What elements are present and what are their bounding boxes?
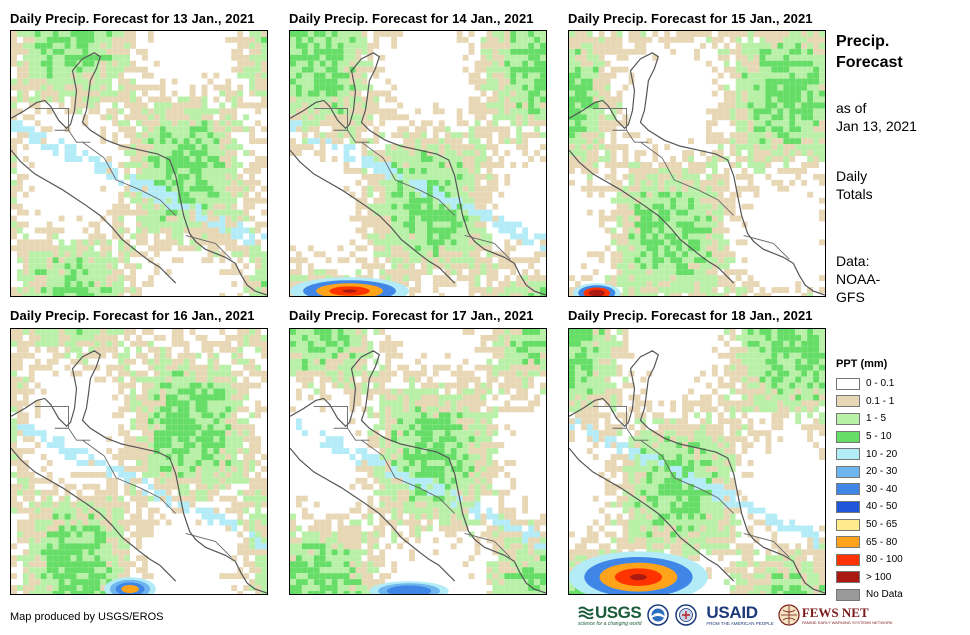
- legend-label: 20 - 30: [866, 466, 898, 478]
- data-line1: Data:: [836, 253, 870, 269]
- usaid-tagline: FROM THE AMERICAN PEOPLE: [706, 620, 774, 626]
- legend-item: 20 - 30: [836, 463, 903, 481]
- legend-swatch: [836, 571, 860, 584]
- legend-title: PPT (mm): [836, 358, 888, 370]
- legend-label: No Data: [866, 589, 903, 601]
- legend-swatch: [836, 395, 860, 408]
- precip-raster: [290, 31, 546, 296]
- as-of-date: as of Jan 13, 2021: [836, 99, 917, 135]
- usaid-logo: USAID FROM THE AMERICAN PEOPLE: [706, 604, 773, 627]
- map-panel-13-jan: [10, 30, 268, 297]
- legend-item: 80 - 100: [836, 551, 903, 569]
- fewsnet-logo: FEWS NET FAMINE EARLY WARNING SYSTEMS NE…: [778, 604, 893, 626]
- usaid-text: USAID: [706, 602, 758, 622]
- panel-title-14-jan: Daily Precip. Forecast for 14 Jan., 2021: [289, 11, 534, 26]
- panel-title-17-jan: Daily Precip. Forecast for 17 Jan., 2021: [289, 308, 534, 323]
- legend-item: 40 - 50: [836, 498, 903, 516]
- legend-item: 65 - 80: [836, 533, 903, 551]
- legend-item: 10 - 20: [836, 445, 903, 463]
- precip-raster: [290, 329, 546, 594]
- usgs-logo: USGS science for a changing world: [578, 602, 642, 627]
- usaid-seal-icon: [675, 604, 698, 626]
- legend-swatch: [836, 483, 860, 496]
- legend-swatch: [836, 500, 860, 513]
- legend-label: 10 - 20: [866, 448, 898, 460]
- legend-swatch: [836, 412, 860, 425]
- as-of-line1: as of: [836, 100, 867, 116]
- legend-label: 30 - 40: [866, 483, 898, 495]
- totals-line1: Daily: [836, 168, 868, 184]
- data-source: Data: NOAA- GFS: [836, 252, 880, 306]
- data-line2: NOAA-: [836, 271, 881, 287]
- map-panel-18-jan: [568, 328, 826, 595]
- map-panel-15-jan: [568, 30, 826, 297]
- legend-label: 65 - 80: [866, 536, 898, 548]
- legend-label: 5 - 10: [866, 431, 892, 443]
- usgs-tagline: science for a changing world: [578, 620, 642, 627]
- legend-swatch: [836, 518, 860, 531]
- map-panel-16-jan: [10, 328, 268, 595]
- logo-strip: USGS science for a changing world USAID …: [578, 601, 893, 629]
- panel-title-13-jan: Daily Precip. Forecast for 13 Jan., 2021: [10, 11, 255, 26]
- legend-label: 40 - 50: [866, 501, 898, 513]
- legend-swatch: [836, 536, 860, 549]
- fewsnet-tagline: FAMINE EARLY WARNING SYSTEMS NETWORK: [801, 619, 893, 625]
- legend: 0 - 0.1 0.1 - 1 1 - 5 5 - 10 10 - 20 20 - 30 3…: [836, 375, 903, 604]
- legend-item: No Data: [836, 586, 903, 604]
- usgs-wave-icon: [578, 606, 594, 619]
- legend-label: 1 - 5: [866, 413, 887, 425]
- fewsnet-globe-icon: [778, 604, 800, 626]
- precip-raster: [11, 31, 267, 296]
- legend-item: > 100: [836, 569, 903, 587]
- usgs-text: USGS: [595, 602, 642, 622]
- legend-swatch: [836, 465, 860, 478]
- totals-line2: Totals: [836, 186, 873, 202]
- legend-item: 0 - 0.1: [836, 375, 903, 393]
- legend-swatch: [836, 448, 860, 461]
- legend-item: 50 - 65: [836, 516, 903, 534]
- legend-label: 80 - 100: [866, 554, 903, 566]
- legend-label: 0 - 0.1: [866, 378, 895, 390]
- daily-totals: Daily Totals: [836, 167, 873, 203]
- legend-item: 1 - 5: [836, 410, 903, 428]
- legend-label: 0.1 - 1: [866, 395, 895, 407]
- legend-item: 0.1 - 1: [836, 393, 903, 411]
- fewsnet-text: FEWS NET: [801, 604, 869, 620]
- as-of-line2: Jan 13, 2021: [836, 118, 917, 134]
- side-heading-line1: Precip.: [836, 33, 890, 50]
- legend-swatch: [836, 553, 860, 566]
- panel-title-18-jan: Daily Precip. Forecast for 18 Jan., 2021: [568, 308, 813, 323]
- panel-title-16-jan: Daily Precip. Forecast for 16 Jan., 2021: [10, 308, 255, 323]
- legend-item: 5 - 10: [836, 428, 903, 446]
- precip-raster: [569, 329, 825, 594]
- precip-raster: [11, 329, 267, 594]
- precip-raster: [569, 31, 825, 296]
- legend-swatch: [836, 430, 860, 443]
- legend-swatch: [836, 377, 860, 390]
- credit-text: Map produced by USGS/EROS: [10, 611, 164, 623]
- noaa-seal-icon: [647, 604, 670, 626]
- data-line3: GFS: [836, 289, 865, 305]
- legend-swatch: [836, 588, 860, 601]
- panel-title-15-jan: Daily Precip. Forecast for 15 Jan., 2021: [568, 11, 813, 26]
- map-panel-14-jan: [289, 30, 547, 297]
- side-heading-line2: Forecast: [836, 54, 903, 71]
- legend-label: > 100: [866, 571, 892, 583]
- legend-label: 50 - 65: [866, 519, 898, 531]
- side-heading: Precip. Forecast: [836, 31, 903, 73]
- map-panel-17-jan: [289, 328, 547, 595]
- legend-item: 30 - 40: [836, 481, 903, 499]
